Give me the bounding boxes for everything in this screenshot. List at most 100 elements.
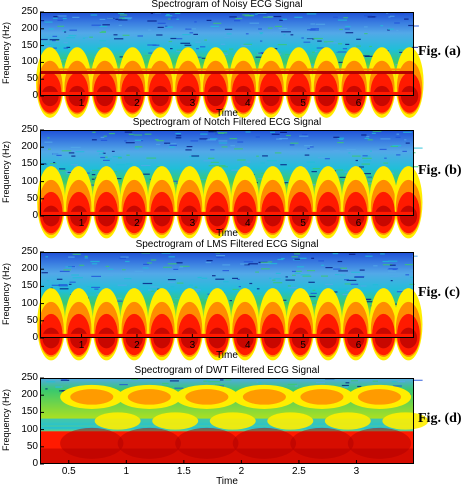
- figure-label: Fig. (a): [418, 44, 461, 59]
- y-tick-label: 100: [21, 175, 38, 187]
- heartbeat-blob: [230, 166, 260, 239]
- heartbeat-blob: [284, 47, 313, 118]
- heartbeat-blob: [369, 288, 398, 361]
- x-tick-label: 2: [238, 466, 245, 477]
- heartbeat-blob: [147, 166, 176, 239]
- chart-title: Spectrogram of LMS Filtered ECG Signal: [135, 239, 319, 250]
- x-tick-label: 6: [355, 340, 362, 351]
- spectrogram-plot: [35, 11, 424, 118]
- y-tick-label: 200: [21, 263, 38, 275]
- plot-frame: [40, 378, 414, 464]
- heartbeat-blob: [314, 288, 343, 361]
- y-tick-label: 50: [26, 314, 38, 326]
- x-axis-label: Time: [216, 350, 238, 361]
- x-tick-label: 3: [189, 218, 196, 229]
- x-tick-label: 1: [78, 98, 85, 109]
- heartbeat-blob: [286, 166, 315, 239]
- y-tick-label: 150: [21, 39, 38, 51]
- heartbeat-blob: [117, 384, 199, 459]
- chart-title: Spectrogram of Notch Filtered ECG Signal: [132, 117, 322, 128]
- x-tick-label: 4: [244, 98, 251, 109]
- x-tick-label: 4: [244, 218, 251, 229]
- heartbeat-blob: [203, 288, 232, 361]
- y-axis-label: Frequency (Hz): [1, 22, 11, 85]
- y-tick-label: 150: [21, 280, 38, 292]
- x-tick-label: 1: [123, 466, 130, 477]
- y-tick-label: 200: [21, 22, 38, 34]
- chart-title: Spectrogram of DWT Filtered ECG Signal: [134, 365, 320, 376]
- spectrogram-plot: [37, 251, 423, 361]
- x-tick-label: 3: [189, 98, 196, 109]
- baseline-band: [40, 211, 414, 216]
- x-tick-label: 5: [300, 98, 306, 109]
- heartbeat-blob: [201, 47, 230, 118]
- heartbeat-blob: [229, 47, 258, 118]
- heartbeat-blob: [367, 47, 396, 118]
- y-tick-label: 50: [26, 73, 38, 85]
- y-tick-label: 0: [32, 332, 38, 343]
- y-tick-label: 250: [21, 124, 38, 135]
- y-tick-label: 100: [21, 423, 38, 435]
- powerline-noise-line: [40, 70, 414, 74]
- y-tick-label: 0: [32, 458, 38, 469]
- heartbeat-blob: [314, 166, 343, 239]
- y-axis-label: Frequency (Hz): [1, 389, 11, 452]
- y-axis-label: Frequency (Hz): [1, 263, 11, 326]
- heartbeat-blob: [369, 166, 398, 239]
- x-axis-label: Time: [216, 228, 238, 239]
- x-tick-label: 1.5: [176, 466, 191, 477]
- x-tick-label: 2: [134, 340, 140, 351]
- spectrogram-plot: [37, 129, 423, 239]
- y-tick-label: 100: [21, 56, 38, 68]
- heartbeat-blob: [92, 288, 121, 361]
- x-tick-label: 2: [134, 218, 140, 229]
- y-tick-label: 50: [26, 192, 38, 204]
- y-tick-label: 150: [21, 158, 38, 170]
- heartbeat-blob: [147, 288, 176, 361]
- figure-label: Fig. (b): [418, 163, 462, 178]
- heartbeat-blob: [60, 384, 141, 459]
- chart-title: Spectrogram of Noisy ECG Signal: [151, 0, 303, 10]
- x-axis-label: Time: [216, 476, 238, 487]
- spectrogram-plot: [40, 377, 429, 465]
- heartbeat-blob: [92, 166, 121, 239]
- heartbeat-blob: [341, 166, 370, 239]
- y-tick-label: 200: [21, 141, 38, 153]
- plot-frame: [40, 130, 414, 216]
- heartbeat-blob: [146, 47, 175, 118]
- heartbeat-blob: [175, 384, 256, 459]
- x-tick-label: 4: [244, 340, 251, 351]
- y-tick-label: 0: [32, 90, 38, 101]
- y-axis-label: Frequency (Hz): [1, 141, 11, 204]
- x-tick-label: 6: [355, 98, 362, 109]
- x-axis-label: Time: [216, 108, 238, 119]
- y-tick-label: 200: [21, 389, 38, 401]
- baseline-band: [40, 333, 414, 338]
- heartbeat-blob: [232, 384, 314, 459]
- plot-frame: [40, 252, 414, 338]
- heartbeat-blob: [258, 166, 287, 239]
- baseline-band: [40, 91, 414, 96]
- x-tick-label: 5: [300, 218, 306, 229]
- heartbeat-blob: [37, 166, 66, 239]
- x-tick-label: 6: [355, 218, 362, 229]
- x-tick-label: 5: [300, 340, 306, 351]
- plot-frame: [40, 12, 414, 96]
- y-tick-label: 150: [21, 406, 38, 418]
- y-tick-label: 50: [26, 440, 38, 452]
- figure-label: Fig. (c): [418, 285, 460, 300]
- x-tick-label: 2: [134, 98, 140, 109]
- heartbeat-blob: [290, 384, 371, 459]
- x-tick-label: 1: [78, 340, 85, 351]
- y-tick-label: 0: [32, 210, 38, 221]
- x-tick-label: 0.5: [61, 466, 76, 477]
- y-tick-label: 100: [21, 297, 38, 309]
- y-tick-label: 250: [21, 6, 38, 17]
- x-tick-label: 3: [353, 466, 360, 477]
- y-tick-label: 250: [21, 372, 38, 383]
- heartbeat-blob: [286, 288, 315, 361]
- x-tick-label: 3: [189, 340, 196, 351]
- y-tick-label: 250: [21, 246, 38, 257]
- x-tick-label: 2.5: [291, 466, 306, 477]
- heartbeat-blob: [90, 47, 119, 118]
